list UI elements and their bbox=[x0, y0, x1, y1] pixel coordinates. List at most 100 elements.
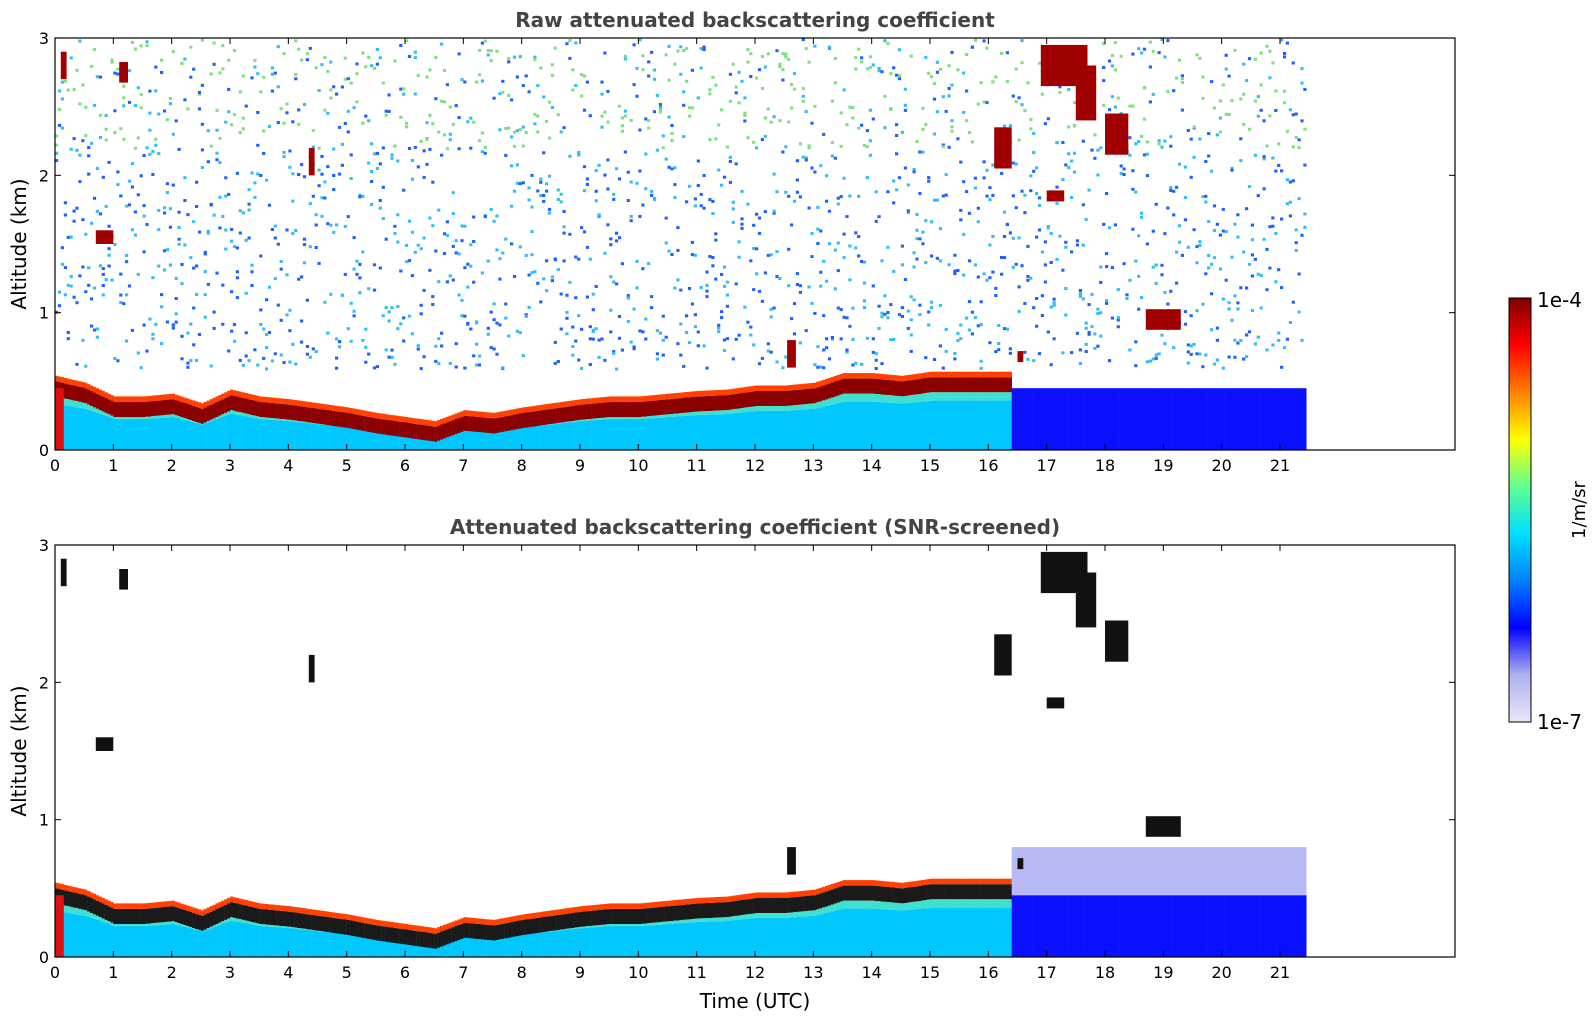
heat-cell bbox=[545, 911, 549, 917]
heat-cell bbox=[326, 165, 330, 169]
heat-cell bbox=[801, 389, 805, 405]
heat-cell bbox=[600, 924, 604, 927]
heat-cell bbox=[346, 407, 350, 413]
heat-cell bbox=[1210, 292, 1214, 296]
heat-cell bbox=[1227, 113, 1231, 116]
heat-cell bbox=[620, 419, 624, 450]
heat-cell bbox=[991, 907, 995, 957]
heat-cell bbox=[687, 341, 692, 345]
heat-cell bbox=[685, 331, 689, 334]
heat-cell bbox=[1166, 89, 1170, 93]
heat-cell bbox=[1005, 51, 1009, 55]
heat-cell bbox=[69, 147, 73, 151]
heat-cell bbox=[673, 62, 677, 66]
heat-cell bbox=[655, 924, 659, 957]
heat-cell bbox=[259, 903, 263, 909]
heat-cell bbox=[1288, 200, 1292, 204]
heat-cell bbox=[965, 884, 969, 900]
heat-cell bbox=[87, 283, 91, 287]
heat-cell bbox=[731, 901, 735, 917]
heat-cell bbox=[702, 921, 706, 957]
heat-cell bbox=[953, 272, 957, 276]
heat-cell bbox=[1218, 99, 1222, 103]
heat-cell bbox=[472, 937, 476, 957]
heat-cell bbox=[448, 138, 452, 142]
heat-cell bbox=[297, 912, 301, 928]
heat-cell bbox=[1090, 148, 1094, 152]
heat-cell bbox=[620, 348, 624, 352]
heat-cell bbox=[300, 400, 304, 407]
heat-cell bbox=[84, 364, 88, 368]
heat-cell bbox=[1236, 213, 1240, 217]
heat-cell bbox=[623, 401, 627, 417]
heat-cell bbox=[638, 903, 642, 909]
heat-cell bbox=[460, 314, 464, 318]
heat-cell bbox=[682, 397, 686, 413]
heat-cell bbox=[825, 378, 829, 385]
heat-cell bbox=[267, 331, 272, 334]
heat-cell bbox=[442, 232, 447, 236]
heat-cell bbox=[314, 909, 318, 916]
heat-cell bbox=[116, 924, 120, 927]
heat-cell bbox=[340, 406, 344, 413]
heat-cell bbox=[413, 423, 417, 439]
heat-cell bbox=[419, 943, 423, 957]
heat-cell bbox=[352, 314, 356, 318]
heat-cell bbox=[197, 333, 202, 336]
heat-cell bbox=[113, 903, 117, 909]
heat-cell bbox=[1040, 314, 1044, 317]
heat-cell bbox=[440, 331, 444, 335]
heat-cell bbox=[615, 926, 619, 957]
heat-cell bbox=[763, 406, 767, 411]
heat-cell bbox=[527, 273, 531, 277]
heat-cell bbox=[769, 897, 773, 913]
heat-cell bbox=[915, 402, 919, 450]
heat-cell bbox=[346, 427, 350, 450]
heat-cell bbox=[486, 924, 490, 940]
heat-cell bbox=[953, 269, 957, 273]
heat-cell bbox=[839, 111, 843, 115]
heat-cell bbox=[486, 332, 490, 336]
heat-cell bbox=[1096, 307, 1100, 311]
heat-cell bbox=[326, 69, 330, 73]
heat-cell bbox=[1017, 895, 1021, 957]
heat-cell bbox=[273, 277, 277, 281]
heat-cell bbox=[384, 432, 388, 450]
heat-cell bbox=[1236, 341, 1240, 345]
heat-cell bbox=[606, 120, 610, 124]
heat-cell bbox=[431, 426, 435, 442]
heat-cell bbox=[323, 300, 327, 304]
heat-cell bbox=[787, 57, 791, 61]
heat-cell bbox=[582, 421, 587, 450]
heat-cell bbox=[685, 392, 689, 398]
heat-cell bbox=[1204, 388, 1208, 450]
heat-cell bbox=[938, 371, 942, 378]
heat-cell bbox=[909, 349, 913, 353]
heat-cell bbox=[1236, 235, 1240, 239]
heat-cell bbox=[874, 358, 878, 362]
heat-cell bbox=[851, 378, 855, 394]
heat-cell bbox=[206, 913, 210, 929]
heat-cell bbox=[769, 390, 773, 406]
heat-cell bbox=[997, 907, 1001, 957]
heat-cell bbox=[976, 220, 980, 224]
heat-cell bbox=[722, 338, 727, 342]
heat-cell bbox=[480, 131, 484, 135]
heat-cell bbox=[361, 922, 365, 938]
heat-cell bbox=[378, 418, 382, 434]
heat-cell bbox=[256, 908, 260, 924]
heat-cell bbox=[72, 400, 76, 407]
heat-cell bbox=[1090, 292, 1094, 296]
heat-cell bbox=[559, 930, 563, 957]
heat-cell bbox=[1250, 253, 1254, 257]
heat-cell bbox=[60, 126, 64, 130]
heat-cell bbox=[285, 404, 289, 420]
heat-cell bbox=[122, 926, 126, 957]
heat-cell bbox=[994, 377, 998, 393]
heat-cell bbox=[585, 905, 589, 912]
heat-cell bbox=[250, 263, 254, 267]
heat-cell bbox=[407, 259, 412, 263]
heat-cell bbox=[209, 419, 213, 422]
heat-cell bbox=[466, 922, 470, 938]
heat-cell bbox=[305, 401, 309, 408]
